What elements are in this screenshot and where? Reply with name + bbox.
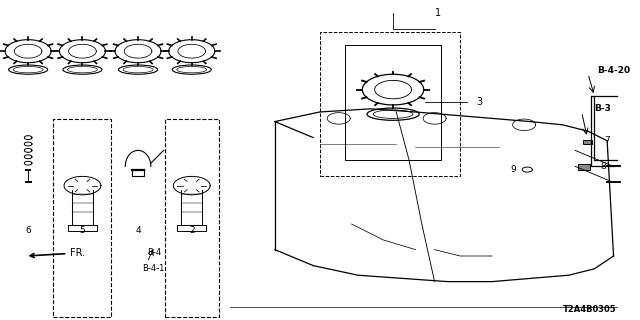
Text: 5: 5 [79,226,85,235]
Bar [53,119,111,317]
Text: 8: 8 [601,162,607,171]
Text: 7: 7 [604,136,610,145]
Bar [177,225,206,230]
Text: 1: 1 [435,8,441,18]
Text: 9: 9 [511,165,516,174]
Bar [583,140,592,144]
Text: B-4-20: B-4-20 [598,66,630,75]
Bar [68,225,97,230]
Bar [579,164,590,170]
Text: B-4-1: B-4-1 [143,264,165,273]
Text: 6: 6 [25,226,31,235]
Text: 3: 3 [476,97,483,108]
Text: 2: 2 [189,226,195,235]
Text: T2A4B0305: T2A4B0305 [563,305,617,314]
Text: B-3: B-3 [595,104,611,113]
Bar [165,119,220,317]
Bar [319,32,460,176]
Text: 4: 4 [135,226,141,235]
Text: FR.: FR. [30,248,85,258]
Bar [345,45,441,160]
Text: B-4: B-4 [147,248,161,257]
